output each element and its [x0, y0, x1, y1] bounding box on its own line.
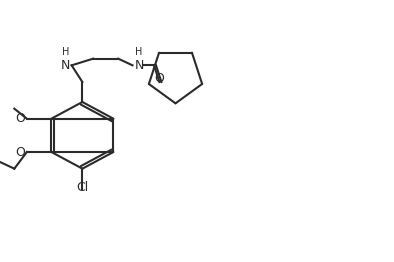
- Text: O: O: [154, 72, 164, 85]
- Text: Cl: Cl: [76, 181, 89, 194]
- Text: H: H: [134, 47, 142, 57]
- Text: H: H: [62, 47, 70, 57]
- Text: N: N: [60, 59, 70, 72]
- Text: N: N: [134, 59, 144, 72]
- Text: O: O: [15, 112, 25, 125]
- Text: O: O: [15, 145, 25, 159]
